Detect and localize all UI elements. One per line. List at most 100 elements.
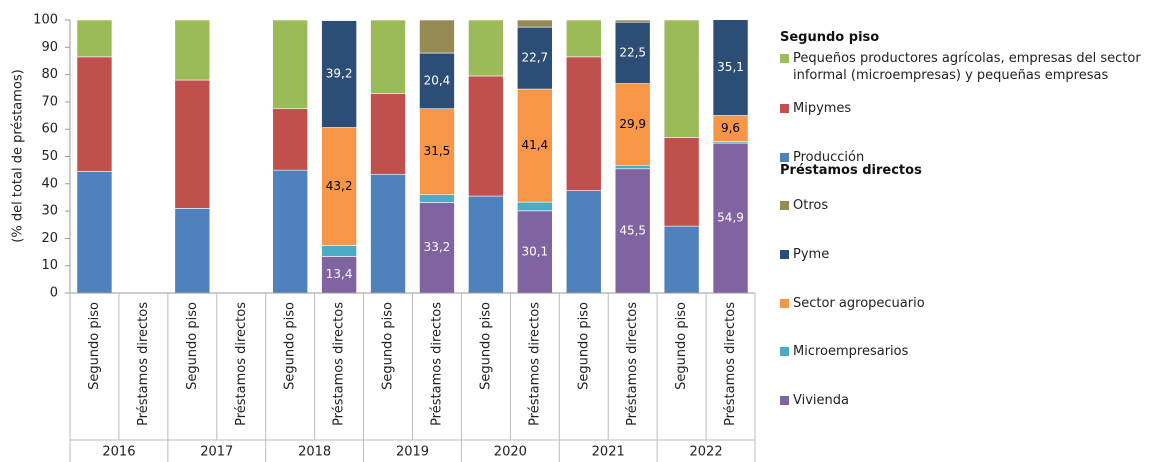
bar-segment bbox=[517, 88, 553, 203]
value-label: 29,9 bbox=[619, 117, 646, 131]
legend-item: Pyme bbox=[780, 246, 1175, 263]
legend-label: Pequeños productores agrícolas, empresas… bbox=[793, 51, 1141, 83]
group-label: 2017 bbox=[200, 445, 233, 460]
bar-segment bbox=[663, 19, 700, 138]
bar-segment bbox=[614, 164, 651, 170]
bar-segment bbox=[565, 56, 602, 191]
value-label: 20,4 bbox=[424, 73, 451, 87]
y-tick-label: 80 bbox=[41, 67, 58, 82]
bar-segment bbox=[321, 127, 357, 246]
group-label: 2020 bbox=[494, 445, 527, 460]
bar-segment bbox=[174, 208, 211, 294]
x-tick-label: Préstamos directos bbox=[723, 302, 738, 426]
y-axis-title: (% del total de préstamos) bbox=[11, 69, 26, 242]
bar-segment bbox=[614, 21, 651, 84]
bar-segment bbox=[321, 256, 357, 294]
y-tick-label: 30 bbox=[41, 204, 58, 219]
bar-segment bbox=[76, 171, 113, 294]
y-tick-label: 10 bbox=[41, 258, 58, 273]
bar-segment bbox=[614, 19, 651, 23]
bar-segment bbox=[419, 19, 455, 54]
value-label: 39,2 bbox=[326, 67, 353, 81]
legend-item: Pequeños productores agrícolas, empresas… bbox=[780, 50, 1175, 84]
legend-heading: Préstamos directos bbox=[780, 163, 922, 178]
x-tick-label: Segundo piso bbox=[185, 302, 200, 390]
legend-swatch bbox=[780, 396, 789, 405]
bar-segment bbox=[565, 190, 602, 294]
legend-item: Producción bbox=[780, 149, 1175, 166]
x-tick-label: Segundo piso bbox=[576, 302, 591, 390]
value-label: 35,1 bbox=[717, 60, 744, 74]
legend-label: Microempresarios bbox=[793, 344, 909, 359]
bar-segment bbox=[321, 20, 357, 128]
legend-item: Vivienda bbox=[780, 392, 1175, 409]
x-tick-label: Préstamos directos bbox=[429, 302, 444, 426]
legend-swatch bbox=[780, 201, 789, 210]
legend-label: Mipymes bbox=[793, 101, 852, 116]
legend-heading: Segundo piso bbox=[780, 30, 880, 45]
group-label: 2019 bbox=[396, 445, 429, 460]
x-tick-label: Segundo piso bbox=[674, 302, 689, 390]
legend-swatch bbox=[780, 54, 789, 63]
bar-segment bbox=[174, 79, 211, 209]
bar-segment bbox=[517, 26, 553, 90]
bar-segment bbox=[370, 173, 406, 294]
bar-segment bbox=[272, 169, 308, 294]
value-label: 43,2 bbox=[326, 179, 353, 193]
value-label: 41,4 bbox=[521, 138, 548, 152]
y-tick-label: 90 bbox=[41, 40, 58, 55]
legend-item: Mipymes bbox=[780, 100, 1175, 117]
x-tick-label: Segundo piso bbox=[283, 302, 298, 390]
value-label: 9,6 bbox=[721, 121, 740, 135]
legend-swatch bbox=[780, 299, 789, 308]
bar-segment bbox=[712, 115, 749, 143]
bar-segment bbox=[419, 52, 455, 110]
legend-swatch bbox=[780, 250, 789, 259]
bar-segment bbox=[468, 75, 504, 197]
y-tick-label: 70 bbox=[41, 94, 58, 109]
legend-label: Sector agropecuario bbox=[793, 296, 925, 311]
x-tick-label: Segundo piso bbox=[478, 302, 493, 390]
legend-label: Producción bbox=[793, 150, 865, 165]
value-label: 54,9 bbox=[717, 211, 744, 225]
x-tick-label: Préstamos directos bbox=[332, 302, 347, 426]
x-tick-label: Préstamos directos bbox=[625, 302, 640, 426]
value-label: 30,1 bbox=[521, 244, 548, 258]
legend-item: Sector agropecuario bbox=[780, 295, 1175, 312]
x-tick-label: Segundo piso bbox=[381, 302, 396, 390]
group-label: 2016 bbox=[102, 445, 135, 460]
x-tick-label: Segundo piso bbox=[87, 302, 102, 390]
value-label: 22,7 bbox=[521, 51, 548, 65]
bar-segment bbox=[419, 108, 455, 196]
value-label: 22,5 bbox=[619, 45, 646, 59]
bar-segment bbox=[517, 210, 553, 294]
bar-segment bbox=[321, 19, 357, 21]
legend-swatch bbox=[780, 347, 789, 356]
y-tick-label: 50 bbox=[41, 149, 58, 164]
bar-segment bbox=[174, 19, 211, 81]
value-label: 33,2 bbox=[424, 240, 451, 254]
bar-segment bbox=[712, 19, 749, 116]
bar-segment bbox=[663, 137, 700, 227]
legend-label: Otros bbox=[793, 198, 829, 213]
y-tick-label: 60 bbox=[41, 122, 58, 137]
value-label: 45,5 bbox=[619, 223, 646, 237]
legend-swatch bbox=[780, 153, 789, 162]
legend-label: Pyme bbox=[793, 247, 830, 262]
x-tick-label: Préstamos directos bbox=[527, 302, 542, 426]
bar-segment bbox=[272, 108, 308, 171]
legend-item: Otros bbox=[780, 197, 1175, 214]
bar-segment bbox=[419, 194, 455, 203]
group-label: 2022 bbox=[690, 445, 723, 460]
bar-segment bbox=[76, 19, 113, 58]
legend-swatch bbox=[780, 104, 789, 113]
legend-item: Microempresarios bbox=[780, 343, 1175, 360]
group-label: 2021 bbox=[592, 445, 625, 460]
bar-segment bbox=[370, 93, 406, 175]
bar-segment bbox=[76, 56, 113, 172]
y-tick-label: 100 bbox=[33, 13, 58, 28]
y-tick-label: 20 bbox=[41, 231, 58, 246]
bar-segment bbox=[712, 142, 749, 294]
